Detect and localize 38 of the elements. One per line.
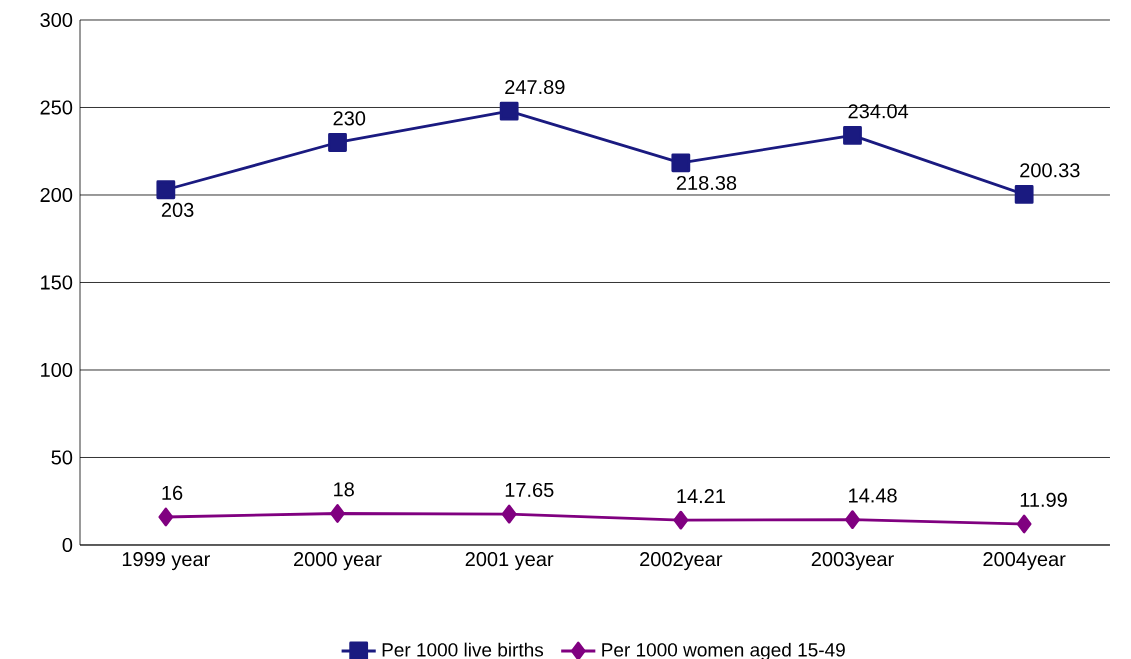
x-tick-label: 2002year — [640, 552, 723, 571]
point — [328, 133, 347, 152]
data-label: 11.99 — [1020, 492, 1067, 507]
data-label: 218.38 — [676, 175, 737, 191]
data-label: 14.21 — [677, 489, 725, 504]
point — [156, 180, 176, 200]
point — [673, 510, 689, 530]
legend-label: Per 1000 live births — [382, 642, 544, 657]
data-label: 14.48 — [849, 488, 897, 503]
data-label: 247.89 — [505, 79, 565, 95]
y-tick-label: 300 — [40, 12, 73, 28]
data-label: 230 — [333, 111, 366, 126]
point — [1016, 514, 1032, 534]
point — [330, 504, 345, 523]
y-tick-label: 250 — [40, 100, 73, 115]
y-tick-label: 150 — [41, 275, 73, 290]
point — [501, 504, 517, 524]
point — [158, 507, 174, 527]
x-tick-label: 2001 year — [465, 552, 554, 571]
x-tick-label: 2000 year — [294, 552, 382, 571]
y-tick-label: 200 — [40, 187, 73, 203]
point — [843, 126, 862, 145]
point — [1014, 185, 1034, 204]
y-tick-label: 50 — [51, 450, 73, 465]
data-label: 16 — [162, 485, 183, 500]
x-tick-label: 2004year — [983, 552, 1066, 571]
data-label: 17.65 — [505, 482, 554, 498]
point — [499, 101, 519, 121]
data-label: 18 — [334, 482, 354, 497]
data-label: 234.04 — [848, 104, 909, 119]
point — [671, 153, 691, 173]
data-label: 203 — [161, 202, 194, 217]
y-tick-label: 0 — [62, 537, 73, 553]
data-label: 200.33 — [1020, 163, 1080, 178]
x-tick-label: 2003year — [811, 552, 894, 571]
point — [845, 510, 860, 530]
x-tick-label: 1999 year — [122, 552, 210, 571]
y-tick-label: 100 — [41, 362, 73, 378]
